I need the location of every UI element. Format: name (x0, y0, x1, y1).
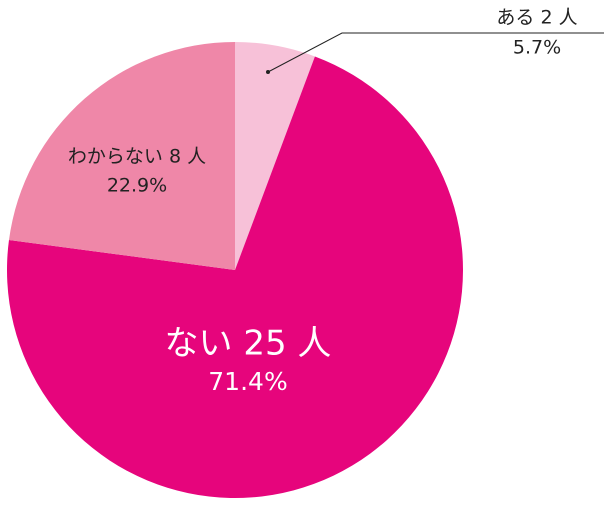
pie-slice (8, 42, 236, 270)
pie-slice (6, 56, 463, 499)
slice-label: ある 2 人 (496, 7, 577, 29)
leader-dot (266, 70, 270, 74)
value-label: 5.7% (513, 37, 561, 59)
slice-label: ない 25 人 (165, 324, 332, 364)
leader-line (267, 32, 604, 73)
pie-slice (235, 42, 315, 270)
value-label: 71.4% (208, 367, 287, 396)
value-label: 22.9% (107, 175, 167, 197)
slice-label: わからない 8 人 (68, 146, 206, 168)
slices (6, 42, 463, 499)
